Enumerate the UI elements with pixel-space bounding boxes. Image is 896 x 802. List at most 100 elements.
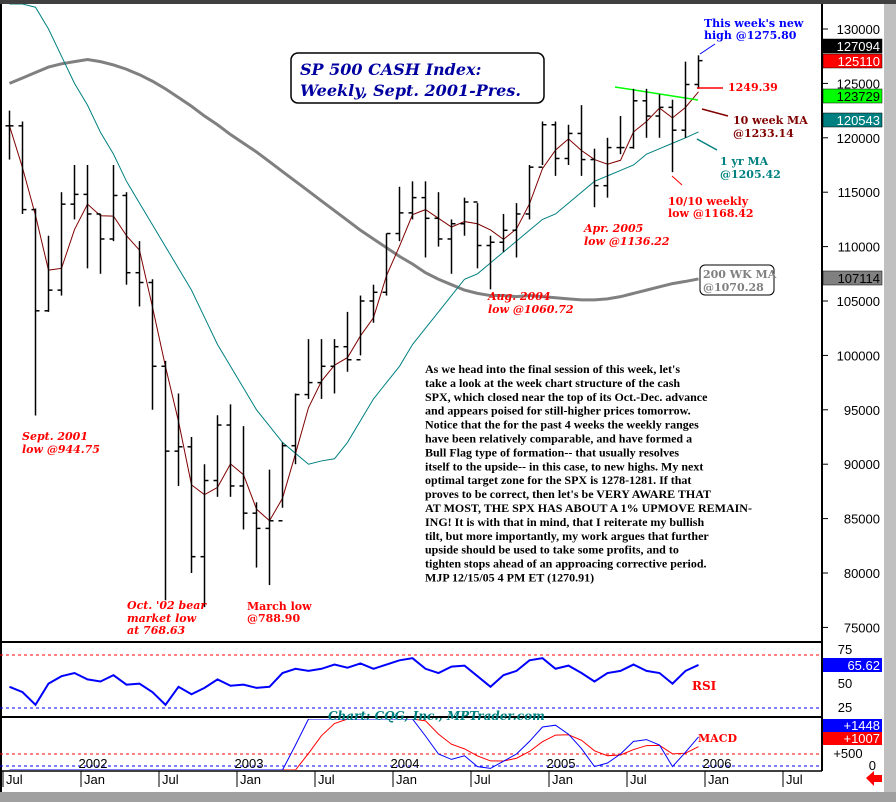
- y-tick-label: 130000: [837, 22, 880, 37]
- commentary-line: and appears poised for still-higher pric…: [425, 404, 691, 418]
- annotation-apr-low: Apr. 2005: [583, 222, 643, 235]
- price-tag-box: [822, 88, 883, 104]
- commentary-line: Notice that the for the past 4 weeks the…: [425, 418, 699, 432]
- x-tick-label: Jan: [552, 772, 573, 787]
- rsi-value-label: 65.62: [847, 658, 880, 673]
- y-tick-label: 75000: [844, 620, 880, 635]
- macd-tick-label: +500: [833, 746, 862, 761]
- rsi-tick-label: 75: [838, 642, 852, 657]
- commentary-line: As we head into the final session of thi…: [425, 362, 680, 376]
- y-tick-label: 115000: [838, 185, 880, 200]
- annotation-oct-2002-low: Oct. '02 bear: [127, 599, 207, 612]
- y-tick-label: 100000: [837, 348, 880, 363]
- ma-200wk-line: [8, 57, 699, 302]
- ma-1yr-pointer: [696, 138, 718, 151]
- chart-title-line-2: Weekly, Sept. 2001-Pres.: [300, 81, 521, 100]
- commentary-line: have been relatively comparable, and hav…: [425, 432, 692, 446]
- price-tag-label: 125110: [838, 54, 880, 69]
- annotation-200wk-ma: 200 WK MA: [703, 268, 777, 281]
- y-tick-label: 120000: [837, 131, 880, 146]
- x-tick-label: Jan: [84, 772, 105, 787]
- commentary-line: ING! It is with that in mind, that I rei…: [425, 515, 704, 529]
- ma-1yr-line: [9, 4, 699, 465]
- bottom-border: [0, 792, 896, 802]
- x-tick-label: Jan: [708, 772, 729, 787]
- year-label: 2005: [547, 756, 576, 771]
- right-scroll-strip[interactable]: [884, 4, 896, 792]
- commentary-line: AT MOST, THE SPX HAS ABOUT A 1% UPMOVE R…: [425, 501, 752, 515]
- commentary-line: tighten stops ahead of an approacing cor…: [425, 557, 707, 571]
- rsi-tick-label: 50: [838, 676, 852, 691]
- price-tag-label: 107114: [838, 271, 880, 286]
- price-tag-label: 120543: [837, 113, 880, 128]
- annotation-new-high: high @1275.80: [704, 29, 797, 42]
- annotation-new-high: This week's new: [704, 17, 804, 30]
- title-box: [290, 52, 545, 104]
- oct-low-pointer: [671, 175, 683, 186]
- y-tick-label: 105000: [837, 294, 880, 309]
- annotation-1yr-ma: 1 yr MA: [720, 155, 769, 168]
- macd-line: [9, 719, 699, 770]
- macd-value-label: +1448: [843, 718, 880, 733]
- chart-credit: Chart: CQG, Inc., MPTrader.com: [328, 709, 545, 723]
- macd-signal-line: [9, 719, 699, 770]
- y-tick-label: 110000: [838, 240, 880, 255]
- annotation-sept-2001-low: low @944.75: [22, 443, 100, 456]
- year-label: 2006: [703, 756, 732, 771]
- y-tick-label: 125000: [837, 76, 880, 91]
- annotation-aug-low: Aug. 2004: [487, 290, 551, 303]
- commentary-line: SPX, which closed near the top of its Oc…: [425, 390, 708, 404]
- annotation-10wk-ma: @1233.14: [733, 127, 794, 140]
- chart-title-line-1: SP 500 CASH Index:: [300, 60, 482, 79]
- annotation-march-low: March low: [247, 600, 312, 613]
- commentary-line: MJP 12/15/05 4 PM ET (1270.91): [425, 571, 594, 585]
- commentary-line: upside should be used to take some profi…: [425, 543, 679, 557]
- x-tick-label: Jul: [318, 772, 335, 787]
- commentary-line: Bull Flag type of formation-- that usual…: [425, 445, 679, 459]
- rsi-value-tag: [823, 658, 882, 672]
- macd-tick-label: 0: [869, 758, 876, 773]
- top-border: [0, 0, 896, 4]
- annotation-aug-low: low @1060.72: [488, 303, 574, 316]
- annotation-oct-2002-low: at 768.63: [127, 624, 185, 637]
- annotation-oct-low: 10/10 weekly: [668, 195, 749, 208]
- bull-flag-trendline: [614, 86, 699, 101]
- macd-label: MACD: [698, 732, 737, 745]
- annotation-apr-low: low @1136.22: [584, 235, 670, 248]
- macd-value-tag: [823, 732, 882, 745]
- price-tag-label: 123729: [837, 89, 880, 104]
- x-tick-label: Jul: [6, 772, 23, 787]
- ma-10wk-line: [9, 91, 699, 522]
- commentary-line: optimal target zone for the SPX is 1278-…: [425, 473, 691, 487]
- commentary-line: proves to be correct, then let's be VERY…: [425, 487, 711, 501]
- price-tag-box: [822, 112, 883, 128]
- commentary-line: itself to the upside-- in this case, to …: [425, 459, 703, 473]
- macd-value-label: +1007: [843, 731, 880, 746]
- rsi-tick-label: 25: [838, 700, 852, 715]
- ma10-pointer: [701, 108, 729, 117]
- price-tag-box: [822, 53, 883, 69]
- ma-200wk-label-box: [699, 264, 775, 296]
- price-tag-box: [822, 270, 883, 286]
- x-tick-label: Jan: [240, 772, 261, 787]
- annotation-flag-low: 1249.39: [728, 81, 778, 94]
- rsi-label: RSI: [692, 679, 717, 693]
- year-label: 2004: [391, 756, 420, 771]
- y-tick-label: 85000: [844, 512, 880, 527]
- commentary-line: take a look at the week chart structure …: [425, 376, 680, 390]
- y-tick-label: 90000: [844, 457, 880, 472]
- macd-value-tag: [823, 719, 882, 732]
- scroll-left-arrow-icon[interactable]: [866, 771, 882, 786]
- annotation-10wk-ma: 10 week MA: [733, 114, 808, 127]
- year-label: 2002: [79, 756, 108, 771]
- annotation-1yr-ma: @1205.42: [720, 168, 781, 181]
- x-tick-label: Jan: [396, 772, 417, 787]
- x-tick-label: Jul: [786, 772, 803, 787]
- price-tag-box: [822, 38, 883, 54]
- new-high-pointer: [699, 43, 716, 55]
- x-tick-label: Jul: [630, 772, 647, 787]
- annotation-sept-2001-low: Sept. 2001: [22, 430, 88, 443]
- annotation-oct-low: low @1168.42: [668, 207, 754, 220]
- year-label: 2003: [235, 756, 264, 771]
